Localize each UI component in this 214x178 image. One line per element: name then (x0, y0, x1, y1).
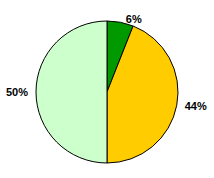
svg-text:44%: 44% (185, 100, 207, 112)
svg-text:50%: 50% (6, 86, 28, 98)
svg-text:6%: 6% (126, 13, 142, 25)
